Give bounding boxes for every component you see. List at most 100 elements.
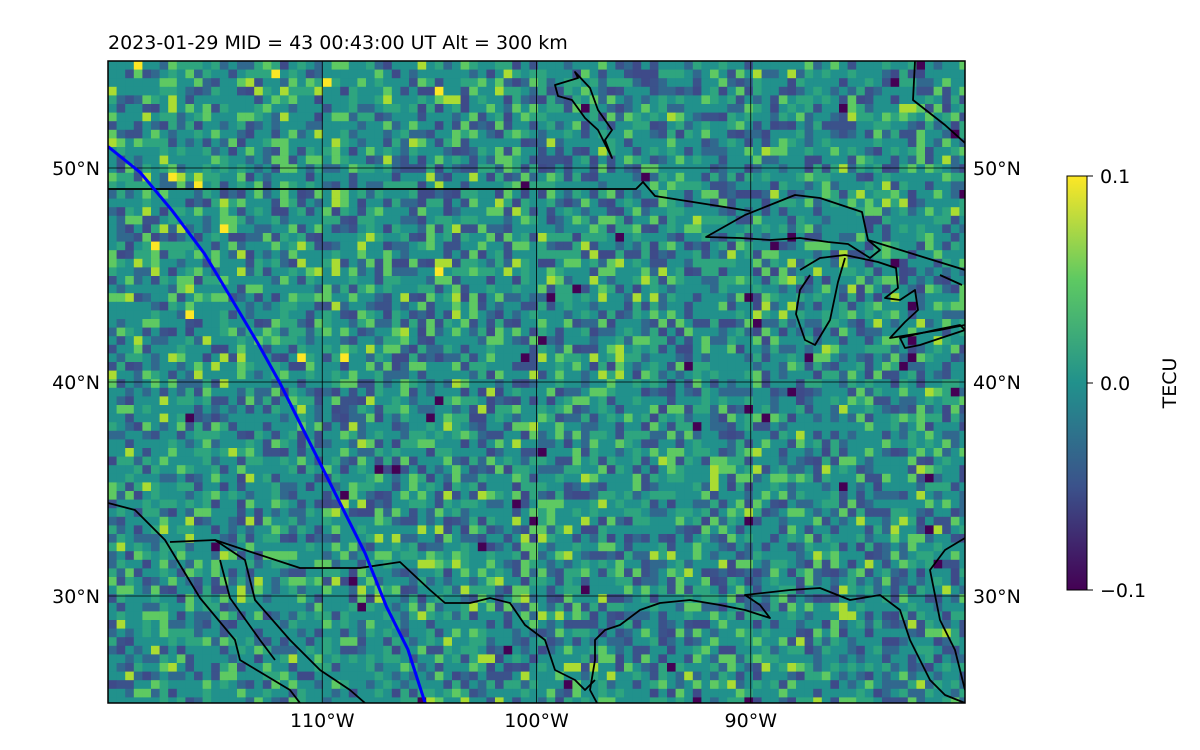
tec-cell [219,190,229,199]
tec-cell [581,155,590,165]
tec-cell [348,78,358,88]
tec-cell [641,293,651,303]
tec-cell [228,327,238,337]
tec-cell [649,422,659,432]
tec-cell [340,422,350,432]
tec-cell [512,198,522,208]
tec-cell [925,155,934,165]
tec-cell [366,284,375,294]
tec-cell [452,207,461,217]
tec-cell [211,207,221,217]
tec-cell [426,284,436,294]
tec-cell [331,129,341,139]
tec-cell [477,422,487,432]
tec-cell [830,362,840,371]
tec-cell [391,327,401,337]
tec-cell [615,327,625,337]
tec-cell [658,276,668,285]
tec-cell [400,379,410,389]
tec-cell [804,396,814,406]
tec-cell [701,473,711,483]
tec-cell [555,155,565,165]
tec-cell [925,233,934,242]
tec-cell [271,129,281,139]
tec-cell [202,310,212,320]
tec-cell [942,172,952,182]
tec-cell [452,112,461,122]
tec-cell [598,301,608,311]
tec-cell [288,284,298,294]
tec-cell [211,138,221,148]
tec-cell [254,215,264,225]
tec-cell [864,344,874,354]
tec-cell [125,430,135,440]
tec-cell [116,422,126,432]
tec-cell [520,396,530,406]
tec-cell [546,241,556,251]
tec-cell [882,422,891,432]
tec-cell [323,172,332,182]
tec-cell [675,69,685,79]
tec-cell [168,370,178,380]
tec-cell [159,405,169,414]
tec-cell [262,387,272,397]
tec-cell [280,448,289,457]
tec-cell [142,327,152,337]
tec-cell [417,86,427,96]
tec-cell [873,336,883,346]
tec-cell [658,319,668,328]
tec-cell [684,164,694,174]
tec-cell [882,147,891,156]
tec-cell [314,224,324,234]
tec-cell [520,387,530,397]
tec-cell [813,95,823,105]
tec-cell [409,138,418,148]
tec-cell [959,112,965,122]
tec-cell [873,258,883,268]
tec-cell [718,422,728,432]
tec-cell [168,267,178,277]
tec-cell [503,129,513,139]
tec-cell [185,207,195,217]
tec-cell [529,198,539,208]
tec-cell [512,181,522,191]
tec-cell [340,370,350,380]
tec-cell [391,172,401,182]
tec-cell [770,473,780,483]
tec-cell [228,250,238,260]
tec-cell [417,301,427,311]
tec-cell [563,370,573,380]
tec-cell [778,207,788,217]
tec-cell [108,293,117,303]
tec-cell [219,430,229,440]
tec-cell [340,284,350,294]
tec-cell [563,233,573,242]
tec-cell [486,95,496,105]
tec-cell [701,121,711,131]
tec-cell [495,319,504,328]
tec-cell [426,190,436,199]
tec-cell [348,396,358,406]
tec-cell [667,293,676,303]
tec-cell [159,379,169,389]
tec-cell [572,95,582,105]
tec-cell [452,362,461,371]
tec-cell [443,147,453,156]
tec-cell [503,465,513,475]
tec-cell [546,207,556,217]
tec-cell [271,448,281,457]
tec-cell [520,147,530,156]
tec-cell [383,327,393,337]
tec-cell [563,448,573,457]
tec-cell [305,413,315,423]
tec-cell [710,439,719,449]
tec-cell [727,258,737,268]
tec-cell [460,387,470,397]
tec-cell [142,181,152,191]
tec-cell [787,430,797,440]
tec-cell [563,241,573,251]
tec-cell [839,104,848,113]
tec-cell [873,78,883,88]
tec-cell [503,448,513,457]
tec-cell [116,362,126,371]
